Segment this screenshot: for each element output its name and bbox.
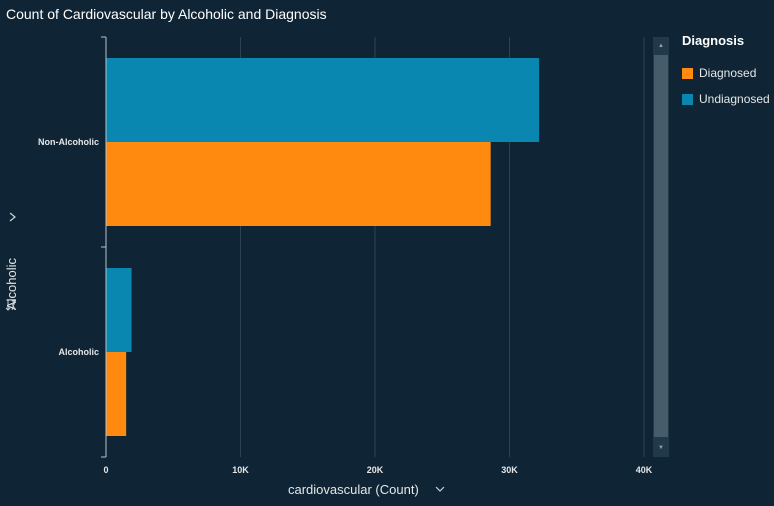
chevron-down-icon[interactable] <box>434 484 446 494</box>
y-category-label: Non-Alcoholic <box>38 137 99 147</box>
scroll-down-arrow-icon[interactable]: ▼ <box>658 445 664 451</box>
x-tick-label: 10K <box>232 465 249 475</box>
x-tick-label: 40K <box>636 465 653 475</box>
legend-item-diagnosed[interactable]: Diagnosed <box>682 60 770 86</box>
x-tick-label: 30K <box>501 465 518 475</box>
scrollbar-thumb[interactable] <box>654 55 668 437</box>
legend-swatch-diagnosed <box>682 67 693 79</box>
x-tick-label: 20K <box>367 465 384 475</box>
x-axis-title[interactable]: cardiovascular (Count) <box>288 482 419 497</box>
legend: Diagnosis Diagnosed Undiagnosed <box>682 33 770 112</box>
legend-swatch-undiagnosed <box>682 93 693 105</box>
legend-item-undiagnosed[interactable]: Undiagnosed <box>682 86 770 112</box>
bar-alcoholic-diagnosed[interactable] <box>106 352 127 436</box>
bar-non-alcoholic-diagnosed[interactable] <box>106 142 491 226</box>
legend-label-diagnosed: Diagnosed <box>699 66 757 80</box>
legend-title: Diagnosis <box>682 33 745 48</box>
sort-icon[interactable] <box>5 298 17 312</box>
y-axis-title-container[interactable]: Alcoholic <box>4 258 24 430</box>
chevron-right-icon[interactable] <box>7 211 19 223</box>
vertical-scrollbar[interactable]: ▲ ▼ <box>653 37 669 457</box>
legend-label-undiagnosed: Undiagnosed <box>699 92 770 106</box>
bar-non-alcoholic-undiagnosed[interactable] <box>106 58 540 142</box>
y-category-label: Alcoholic <box>58 347 99 357</box>
bar-alcoholic-undiagnosed[interactable] <box>106 268 132 352</box>
x-tick-label: 0 <box>103 465 108 475</box>
chart-title: Count of Cardiovascular by Alcoholic and… <box>6 6 327 22</box>
scroll-up-arrow-icon[interactable]: ▲ <box>658 43 664 49</box>
